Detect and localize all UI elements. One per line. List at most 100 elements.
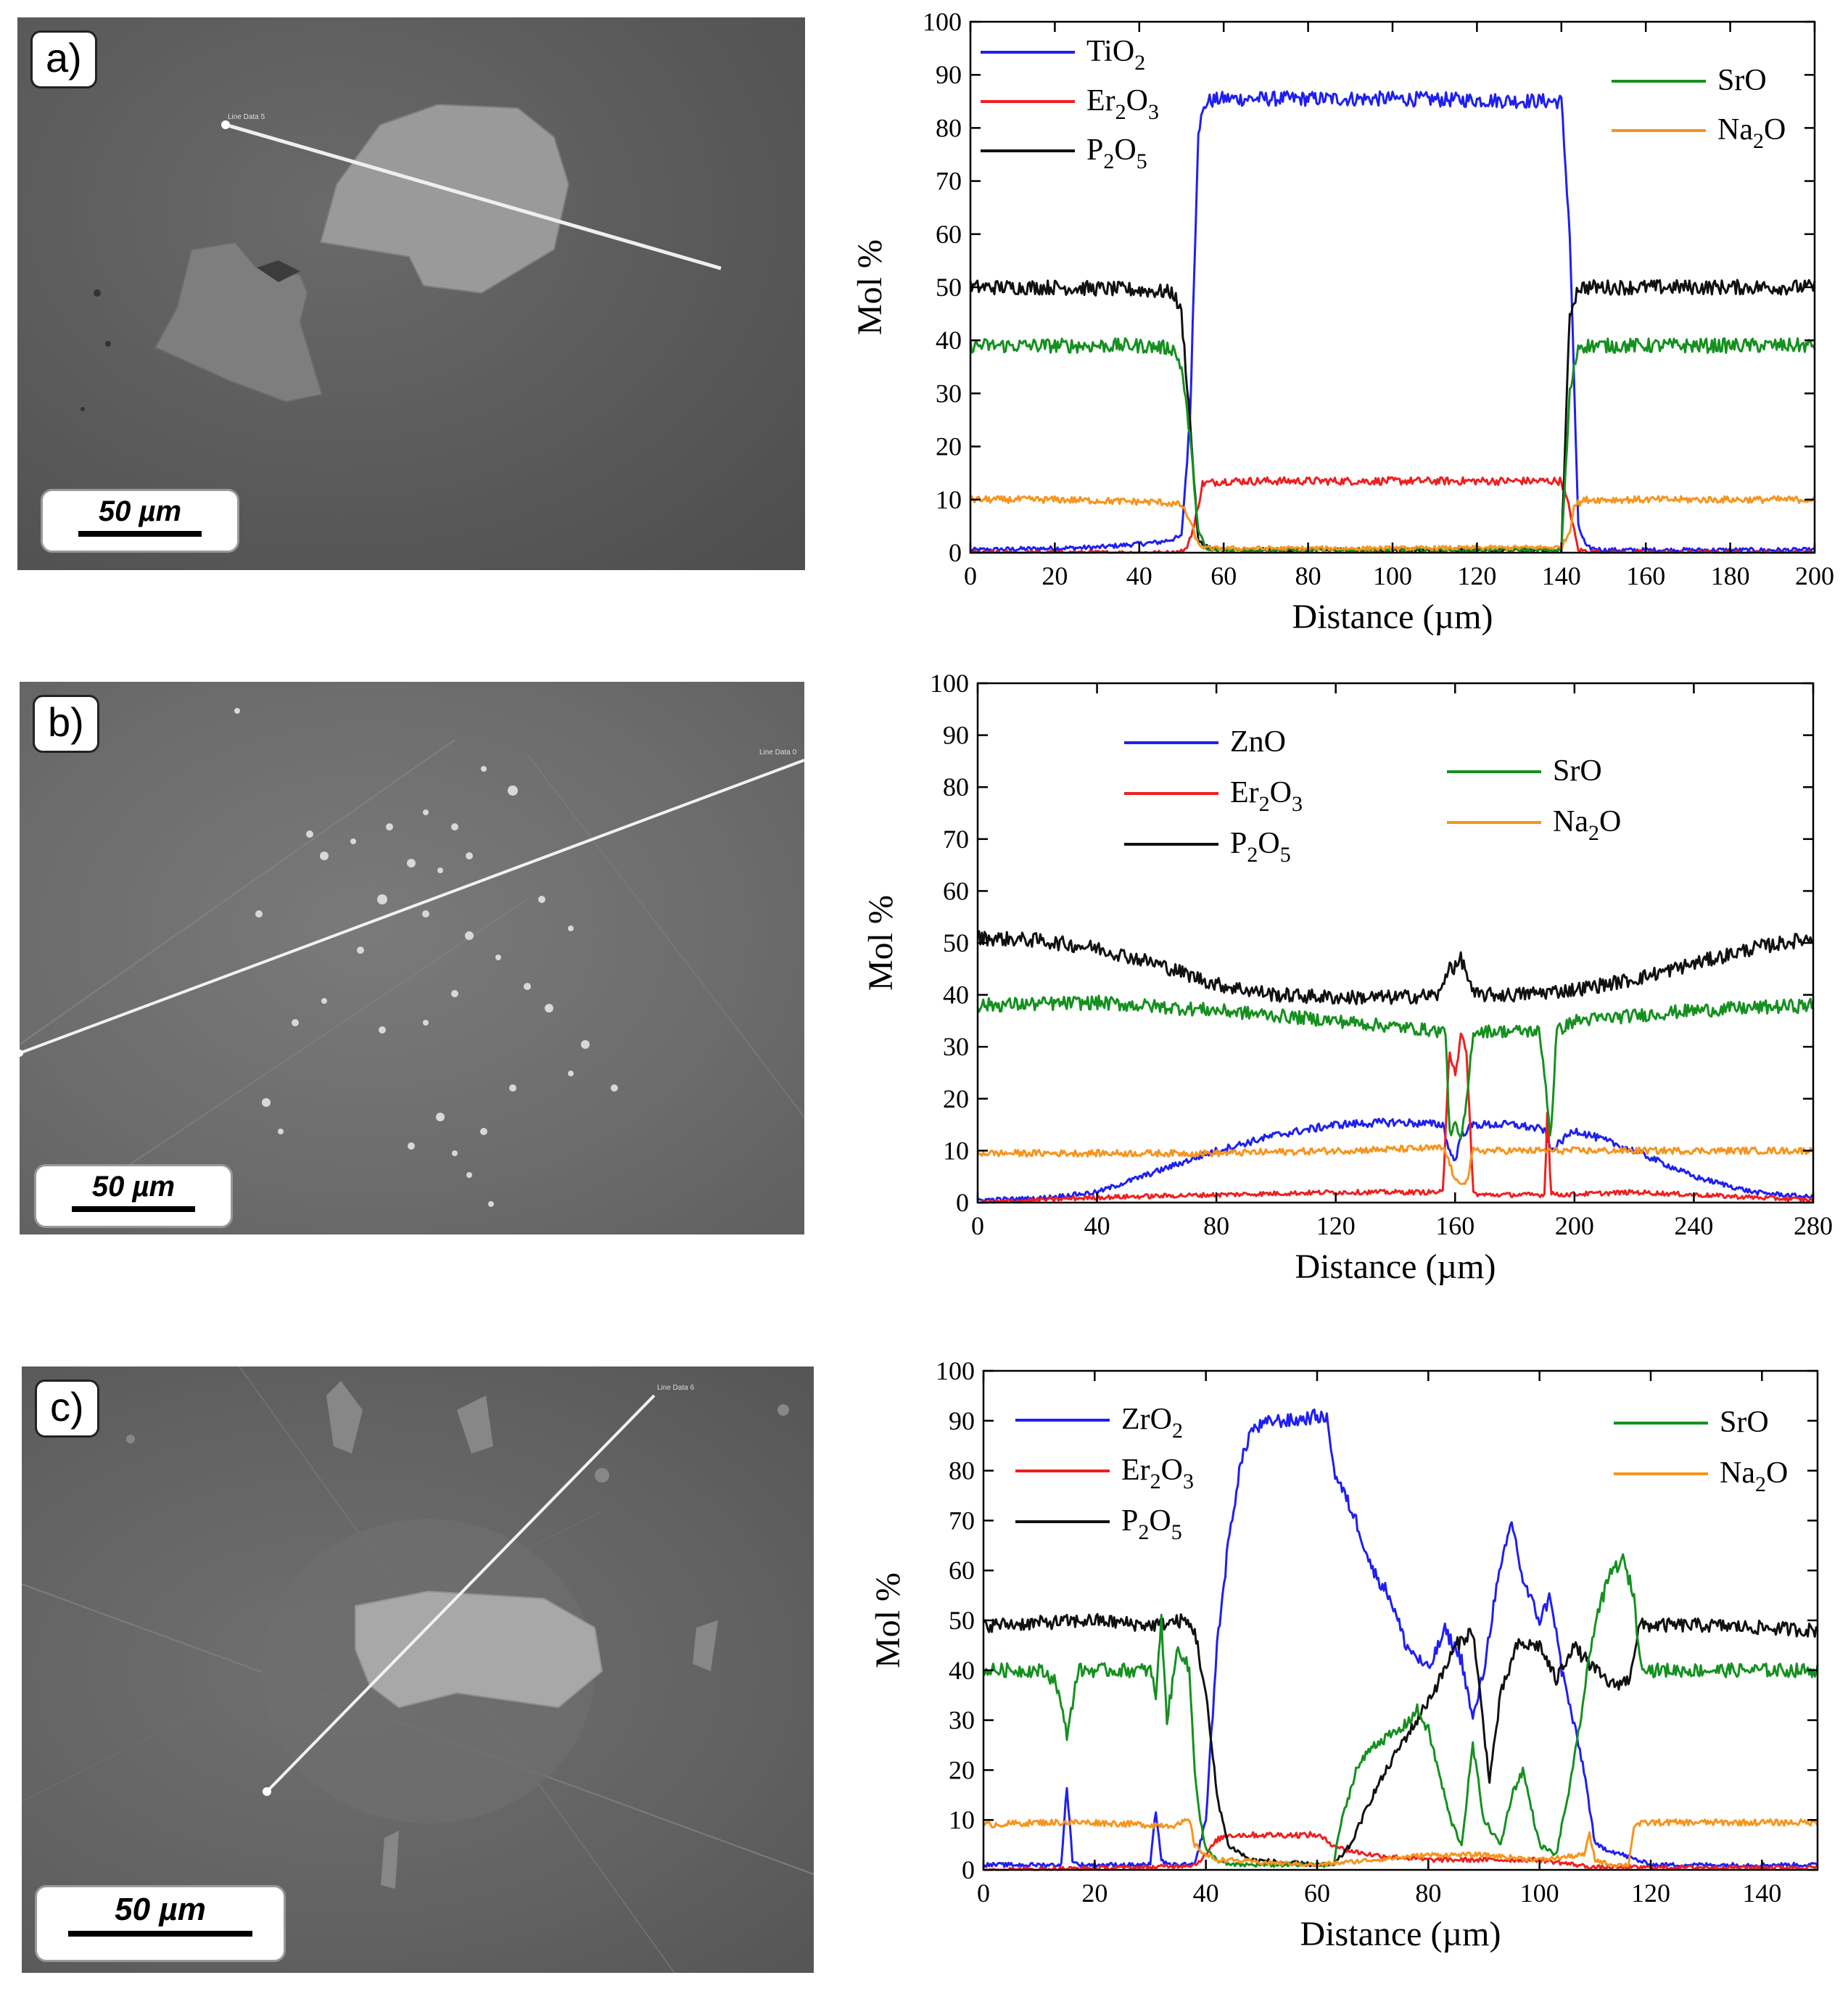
panel-label-c: c) [35, 1380, 99, 1438]
x-tick-label: 160 [1435, 1211, 1474, 1240]
x-axis-title: Distance (µm) [1300, 1915, 1501, 1953]
x-tick-label: 100 [1373, 561, 1412, 590]
y-tick-label: 10 [936, 485, 962, 514]
x-axis-title: Distance (µm) [1292, 598, 1493, 636]
x-tick-label: 200 [1795, 561, 1834, 590]
legend-label: TiO2 [1086, 35, 1145, 75]
y-tick-label: 70 [936, 167, 962, 196]
sem-image-b: Line Data 0 b) 50 µm [20, 682, 804, 1234]
scale-bar-label-b: 50 µm [91, 1171, 176, 1203]
x-tick-label: 20 [1041, 561, 1068, 590]
series-ZnO [977, 1118, 1814, 1203]
scale-box-b: 50 µm [34, 1164, 233, 1228]
series-SrO [976, 994, 1815, 1139]
y-tick-label: 80 [943, 772, 969, 801]
x-tick-label: 120 [1631, 1879, 1670, 1908]
series-SrO [982, 1553, 1819, 1868]
line-tag-a: Line Data 5 [228, 113, 265, 121]
legend-label: ZrO2 [1121, 1403, 1183, 1443]
y-axis-title: Mol % [862, 895, 900, 991]
y-axis-title: Mol % [851, 239, 889, 335]
legend-label: Er2O3 [1230, 776, 1303, 816]
legend-label: SrO [1553, 754, 1602, 788]
legend-label: P2O5 [1121, 1504, 1182, 1544]
scale-bar-b [72, 1206, 195, 1212]
y-tick-label: 40 [949, 1656, 975, 1685]
y-tick-label: 60 [936, 220, 962, 249]
x-tick-label: 40 [1193, 1879, 1219, 1908]
x-tick-label: 240 [1674, 1211, 1713, 1240]
y-tick-label: 90 [949, 1406, 975, 1435]
x-tick-label: 100 [1520, 1879, 1559, 1908]
legend-label: P2O5 [1230, 827, 1291, 867]
y-tick-label: 30 [943, 1032, 969, 1061]
legend-label: ZnO [1230, 725, 1286, 759]
series-P2O5 [969, 279, 1816, 553]
linescan-path-a [225, 123, 722, 271]
glass-fragment [154, 241, 323, 403]
debris [126, 1381, 789, 1889]
scale-bar-label-a: 50 µm [98, 495, 182, 527]
x-tick-label: 60 [1304, 1879, 1330, 1908]
series-Na2O [969, 495, 1816, 552]
series-SrO [969, 337, 1816, 553]
y-tick-label: 0 [956, 1188, 969, 1217]
y-axis-title: Mol % [869, 1572, 907, 1668]
x-tick-label: 160 [1626, 561, 1665, 590]
series-P2O5 [982, 1612, 1818, 1868]
y-tick-label: 20 [936, 432, 962, 461]
y-tick-label: 10 [943, 1136, 969, 1165]
x-tick-label: 80 [1295, 561, 1321, 590]
legend-label: Na2O [1720, 1456, 1788, 1496]
y-tick-label: 60 [943, 876, 969, 905]
y-tick-label: 40 [943, 981, 969, 1010]
sem-image-a: Line Data 5 a) 50 µm [17, 17, 805, 570]
y-tick-label: 30 [949, 1706, 975, 1735]
sem-features-a: Line Data 5 [31, 103, 722, 540]
y-tick-label: 100 [930, 669, 969, 698]
sem-features-c: Line Data 6 [22, 1367, 814, 1973]
y-tick-label: 50 [936, 273, 962, 302]
tio2-grain [319, 103, 570, 294]
y-tick-label: 100 [923, 7, 962, 36]
x-tick-label: 140 [1542, 561, 1581, 590]
series-Er2O3 [970, 476, 1815, 554]
sem-features-b: Line Data 0 [20, 708, 804, 1207]
y-tick-label: 90 [936, 60, 962, 89]
panel-label-a: a) [30, 30, 97, 88]
x-tick-label: 80 [1415, 1879, 1441, 1908]
y-tick-label: 60 [949, 1556, 975, 1585]
legend-label: SrO [1720, 1406, 1769, 1439]
scale-bar-c [68, 1931, 252, 1937]
y-tick-label: 0 [949, 538, 962, 567]
legend-label: Na2O [1553, 805, 1621, 845]
legend-label: Er2O3 [1086, 84, 1159, 124]
y-tick-label: 90 [943, 721, 969, 750]
x-tick-label: 60 [1210, 561, 1237, 590]
x-axis-title: Distance (µm) [1295, 1248, 1496, 1286]
x-tick-label: 40 [1126, 561, 1152, 590]
legend-label: Er2O3 [1121, 1454, 1194, 1493]
scale-box-c: 50 µm [35, 1885, 286, 1962]
line-tag-b: Line Data 0 [759, 749, 797, 757]
x-tick-label: 80 [1203, 1211, 1229, 1240]
scale-bar-a [78, 531, 202, 537]
x-tick-label: 0 [977, 1879, 990, 1908]
linescan-path-b [20, 759, 804, 1055]
series-TiO2 [969, 90, 1815, 553]
line-tag-c: Line Data 6 [657, 1384, 695, 1392]
y-tick-label: 30 [936, 379, 962, 408]
y-tick-label: 20 [949, 1755, 975, 1784]
series-Na2O [976, 1144, 1815, 1185]
y-tick-label: 50 [943, 928, 969, 957]
legend-label: P2O5 [1086, 133, 1147, 173]
x-tick-label: 180 [1711, 561, 1750, 590]
x-tick-label: 0 [964, 561, 977, 590]
x-tick-label: 0 [971, 1211, 984, 1240]
y-tick-label: 50 [949, 1606, 975, 1635]
x-tick-label: 120 [1457, 561, 1496, 590]
x-tick-label: 140 [1742, 1879, 1781, 1908]
y-tick-label: 80 [936, 113, 962, 142]
x-tick-label: 20 [1081, 1879, 1107, 1908]
